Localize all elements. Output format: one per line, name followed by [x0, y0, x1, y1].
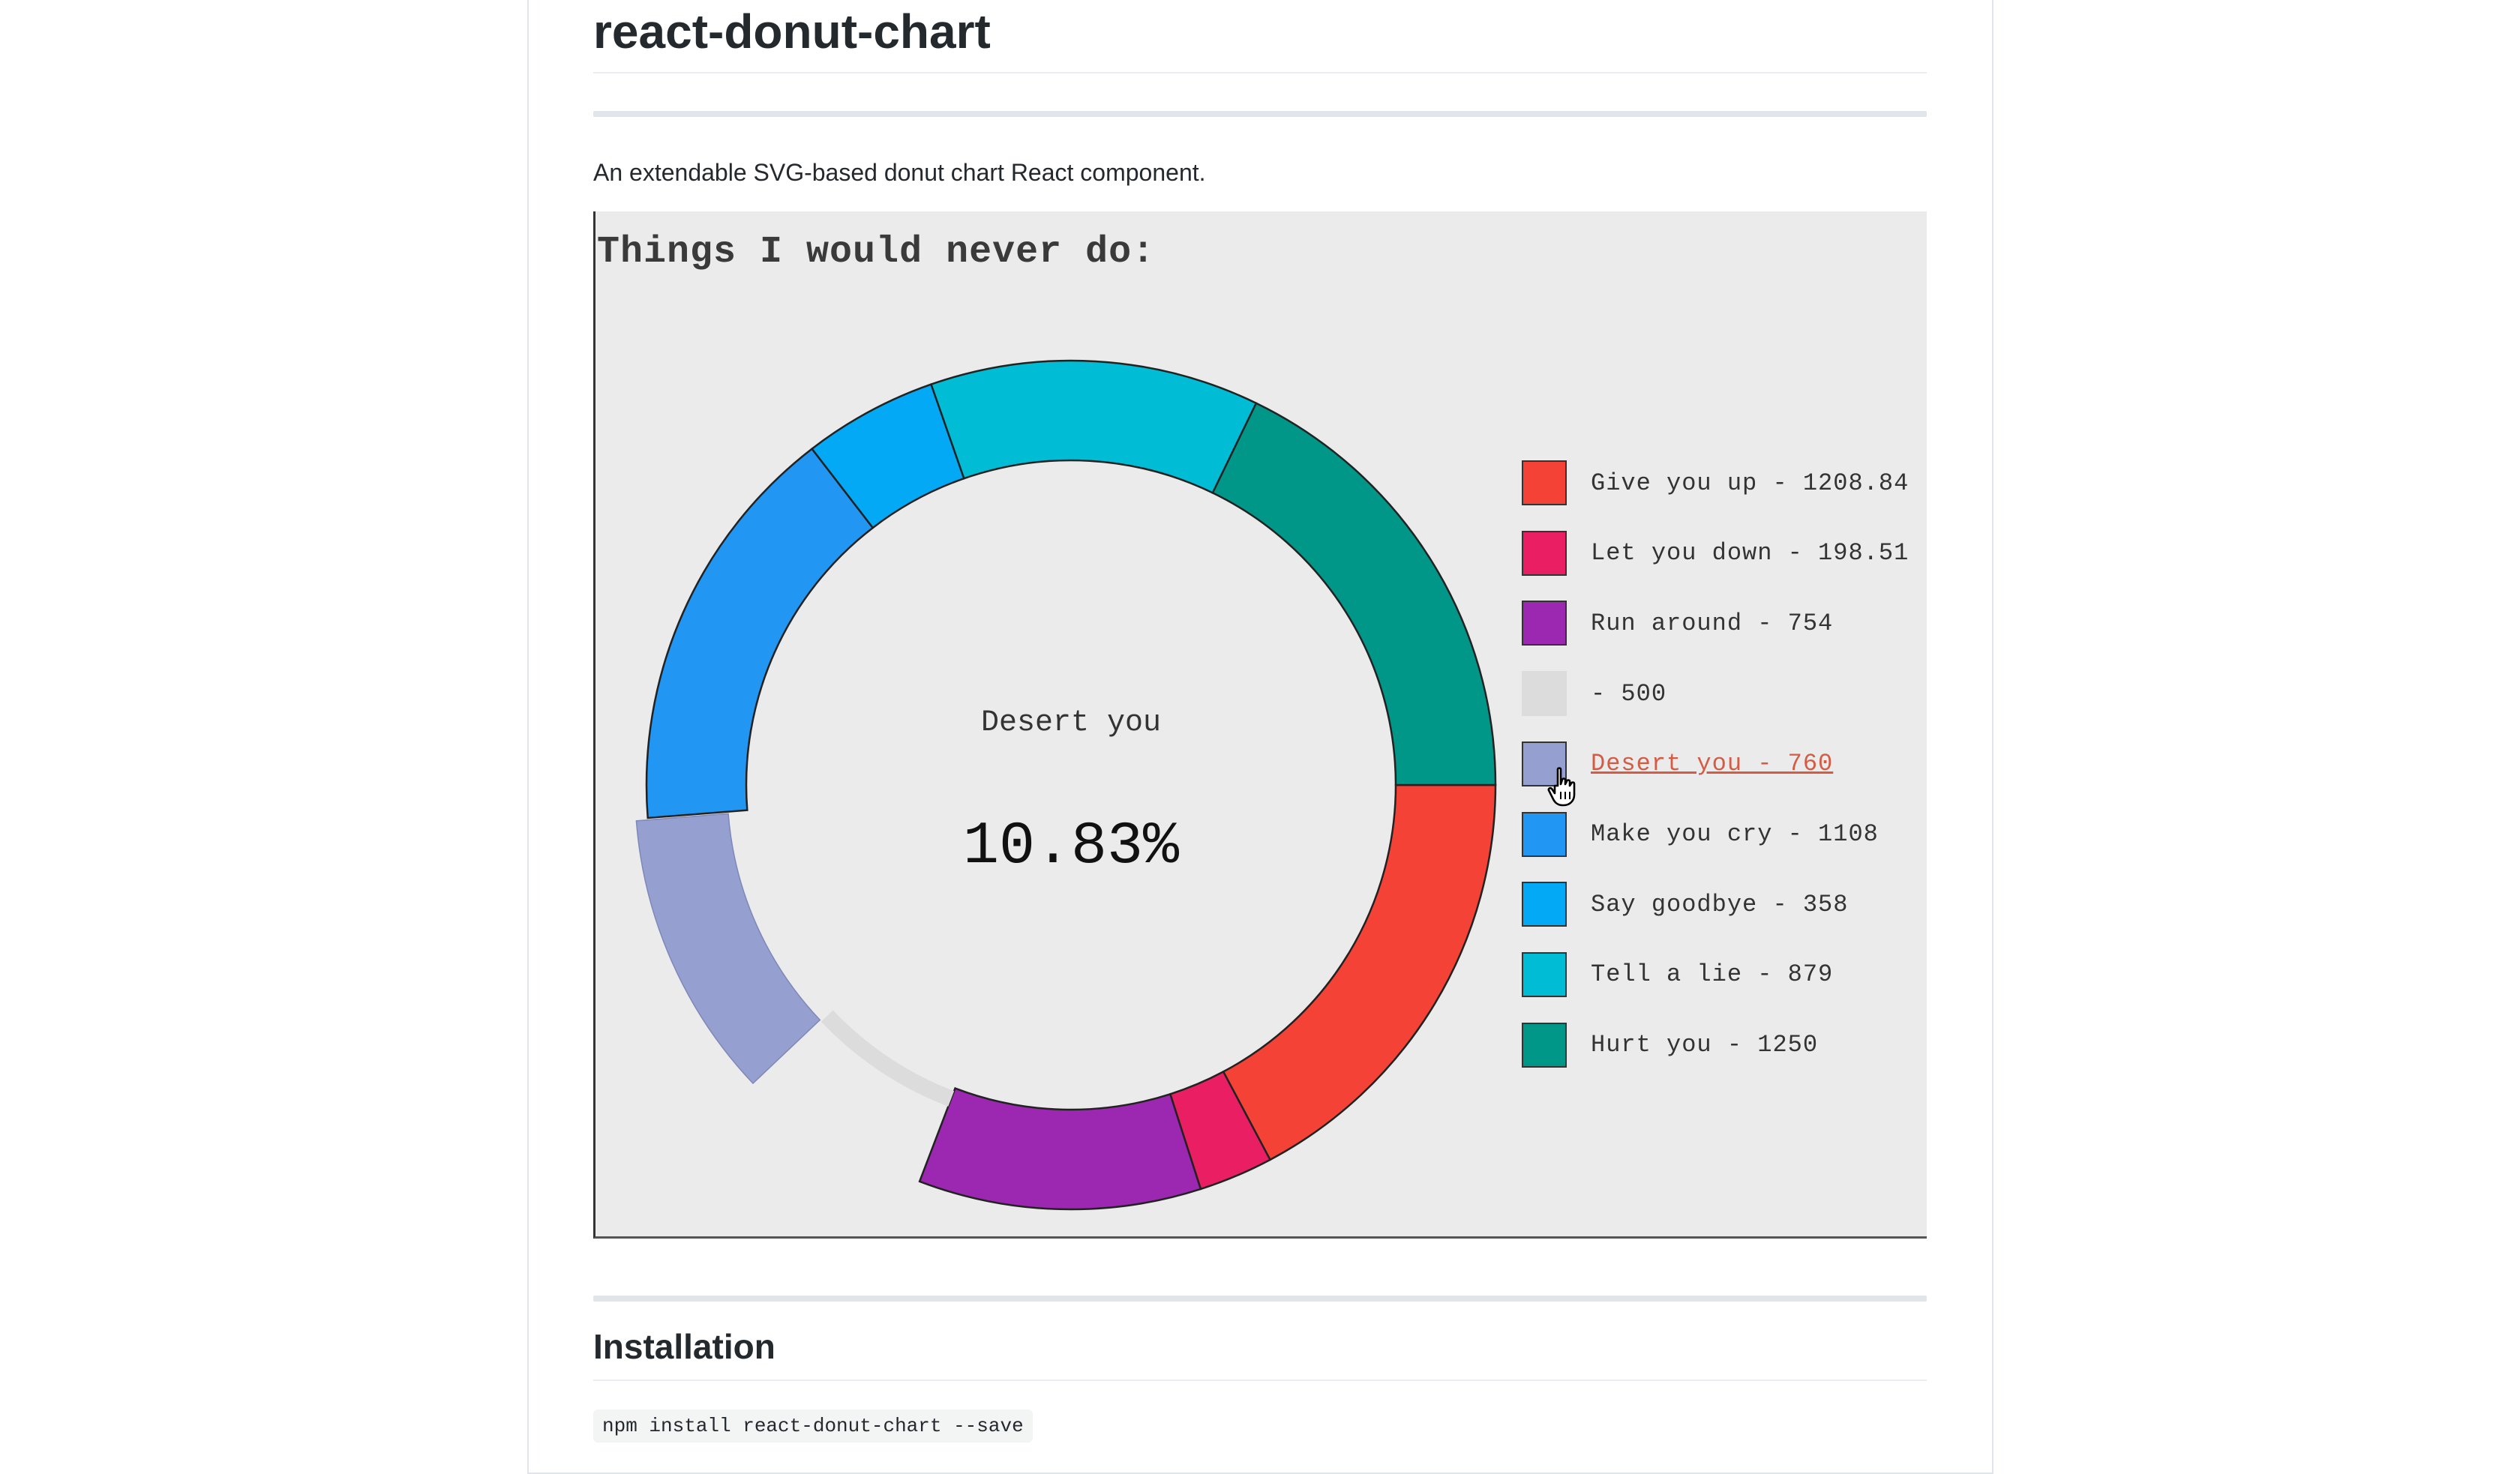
donut-slice-unlabeled[interactable] [820, 1010, 955, 1107]
horizontal-rule [593, 1296, 1927, 1302]
horizontal-rule [593, 111, 1927, 117]
legend-label: Let you down - 198.51 [1591, 539, 1910, 568]
legend-item[interactable]: Make you cry - 1108 [1522, 810, 1879, 858]
legend-label: Run around - 754 [1591, 609, 1834, 637]
legend-item[interactable]: Let you down - 198.51 [1522, 529, 1909, 577]
legend-item[interactable]: - 500 [1522, 670, 1666, 718]
legend-label: Make you cry - 1108 [1591, 820, 1879, 848]
legend-label: Tell a lie - 879 [1591, 960, 1834, 989]
donut-slice-give-you-up[interactable] [1222, 783, 1497, 1161]
donut-slice-tell-a-lie[interactable] [929, 359, 1258, 495]
donut-chart: Desert you 10.83% [635, 359, 1497, 1211]
legend-item[interactable]: Desert you - 760 [1522, 740, 1833, 788]
legend-item[interactable]: Hurt you - 1250 [1522, 1021, 1818, 1069]
legend-swatch [1522, 1022, 1567, 1068]
donut-slice-hurt-you[interactable] [1211, 402, 1497, 786]
legend-label: - 500 [1591, 679, 1667, 708]
donut-chart-demo: Things I would never do: Desert you 10.8… [593, 211, 1927, 1239]
page-title: react-donut-chart [593, 4, 991, 58]
legend-item[interactable]: Run around - 754 [1522, 599, 1833, 647]
legend-label: Give you up - 1208.84 [1591, 469, 1910, 497]
legend-item[interactable]: Tell a lie - 879 [1522, 951, 1833, 999]
donut-slice-run-around[interactable] [918, 1086, 1202, 1211]
install-command: npm install react-donut-chart --save [593, 1410, 1033, 1443]
heading-divider [593, 1380, 1927, 1381]
legend-swatch [1522, 811, 1567, 857]
donut-slice-desert-you[interactable] [635, 813, 821, 1085]
legend-swatch [1522, 882, 1567, 927]
legend-item[interactable]: Give you up - 1208.84 [1522, 459, 1909, 507]
title-divider [593, 72, 1927, 73]
legend-swatch [1522, 741, 1567, 786]
description-text: An extendable SVG-based donut chart Reac… [593, 159, 1206, 186]
legend-label: Say goodbye - 358 [1591, 890, 1849, 918]
legend-swatch [1522, 671, 1567, 717]
legend-item[interactable]: Say goodbye - 358 [1522, 880, 1848, 928]
installation-heading: Installation [593, 1327, 776, 1366]
chart-title: Things I would never do: [597, 231, 1156, 274]
center-value: 10.83% [963, 813, 1180, 881]
legend-swatch [1522, 951, 1567, 997]
hand-cursor-icon [1547, 767, 1576, 807]
donut-slice-make-you-cry[interactable] [645, 447, 874, 819]
legend-label: Hurt you - 1250 [1591, 1031, 1819, 1059]
legend-swatch [1522, 460, 1567, 505]
legend-label: Desert you - 760 [1591, 750, 1834, 778]
legend-swatch [1522, 530, 1567, 576]
legend-swatch [1522, 601, 1567, 646]
center-label: Desert you [981, 706, 1161, 740]
